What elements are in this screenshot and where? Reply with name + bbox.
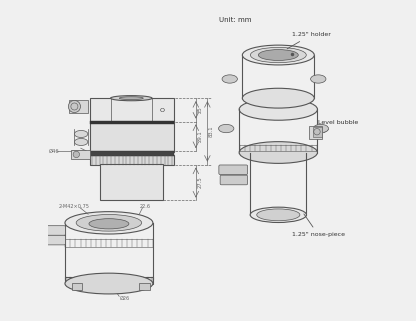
Ellipse shape — [243, 88, 314, 108]
Bar — [90, 155, 174, 165]
Bar — [313, 127, 322, 136]
Bar — [90, 122, 174, 152]
Circle shape — [68, 100, 80, 113]
FancyBboxPatch shape — [40, 235, 65, 245]
Text: Level bubble: Level bubble — [318, 120, 359, 133]
Text: Unit: mm: Unit: mm — [219, 17, 252, 23]
Ellipse shape — [250, 48, 306, 63]
Ellipse shape — [250, 207, 307, 222]
Ellipse shape — [65, 212, 153, 234]
Ellipse shape — [313, 124, 329, 133]
Text: Ø26: Ø26 — [120, 295, 130, 300]
Ellipse shape — [119, 97, 143, 100]
Text: 2-M42×0.75: 2-M42×0.75 — [58, 204, 89, 209]
Bar — [90, 151, 174, 156]
Bar — [309, 126, 322, 139]
Bar — [139, 283, 149, 290]
Ellipse shape — [222, 75, 238, 83]
Bar — [72, 283, 82, 290]
Text: Ø46: Ø46 — [49, 148, 59, 153]
Ellipse shape — [89, 219, 129, 229]
Bar — [65, 277, 153, 283]
Ellipse shape — [76, 214, 142, 231]
Bar — [90, 98, 174, 122]
Ellipse shape — [311, 75, 326, 83]
Ellipse shape — [258, 50, 298, 60]
Ellipse shape — [239, 142, 317, 163]
Bar — [100, 164, 163, 200]
Bar — [90, 121, 174, 124]
Text: 27.5: 27.5 — [198, 177, 203, 188]
Ellipse shape — [74, 130, 88, 137]
Text: 22.6: 22.6 — [139, 204, 151, 209]
Ellipse shape — [239, 99, 317, 120]
Text: 25: 25 — [198, 107, 203, 113]
Text: 29.1: 29.1 — [198, 130, 203, 142]
FancyBboxPatch shape — [220, 175, 248, 185]
FancyBboxPatch shape — [39, 226, 65, 235]
Ellipse shape — [218, 124, 234, 133]
Ellipse shape — [74, 138, 88, 145]
Text: O: O — [159, 108, 164, 113]
Text: 1.25" holder: 1.25" holder — [287, 32, 331, 49]
Ellipse shape — [243, 45, 314, 65]
Ellipse shape — [65, 273, 153, 294]
FancyBboxPatch shape — [219, 165, 248, 175]
Bar — [71, 150, 90, 159]
Circle shape — [73, 151, 79, 158]
Ellipse shape — [111, 96, 152, 101]
Bar — [69, 100, 88, 113]
Ellipse shape — [257, 209, 300, 221]
Text: 1.25" nose-piece: 1.25" nose-piece — [292, 214, 345, 237]
Text: 83.1: 83.1 — [209, 126, 214, 137]
